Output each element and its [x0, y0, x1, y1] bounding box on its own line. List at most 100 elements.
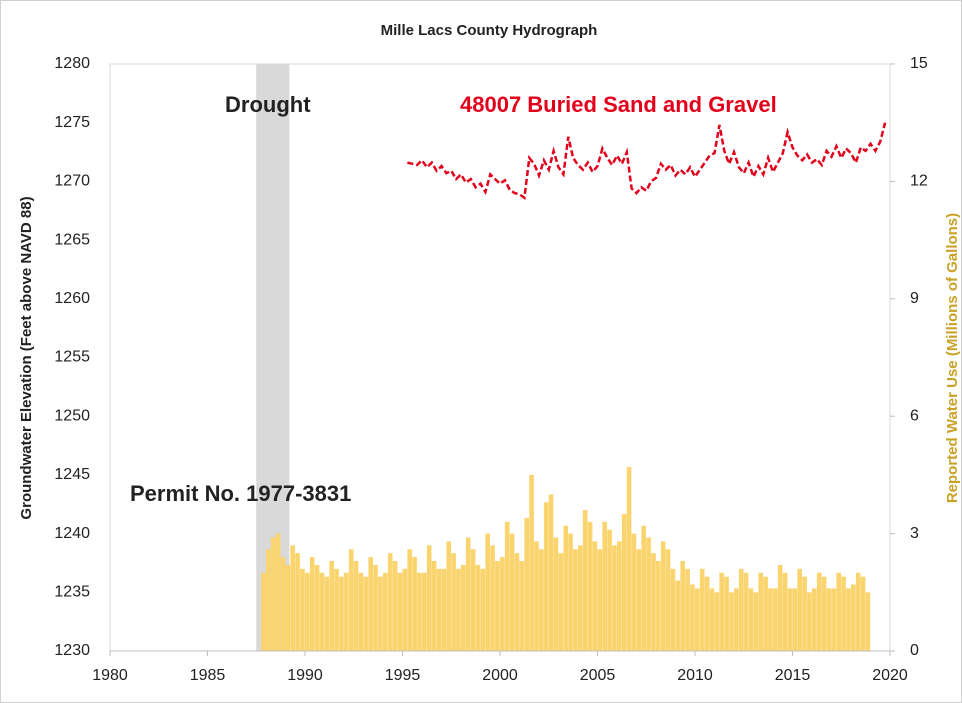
y-tick-label: 1280 [54, 55, 90, 72]
bar [470, 549, 476, 651]
bar [543, 502, 549, 651]
bar [412, 557, 417, 651]
bar [353, 560, 359, 651]
y-tick-label: 1235 [54, 584, 90, 601]
bar [753, 592, 759, 651]
bar [802, 576, 807, 651]
bar [617, 541, 622, 651]
bar [719, 572, 725, 651]
bar [860, 576, 866, 651]
bar [465, 537, 471, 651]
bar [816, 572, 822, 651]
y-tick-label: 1270 [54, 173, 90, 190]
bar [592, 541, 598, 651]
bar [509, 533, 515, 651]
bar [597, 549, 603, 651]
bar [397, 572, 403, 651]
bar [763, 576, 768, 651]
bar [456, 568, 461, 651]
bar [709, 588, 715, 651]
bar [363, 576, 369, 651]
bar [480, 568, 486, 651]
bar [280, 557, 286, 651]
bar [539, 549, 544, 651]
bar [660, 541, 666, 651]
bar [631, 533, 637, 651]
bar [738, 568, 744, 651]
x-tick-label: 2020 [872, 667, 908, 684]
bar [573, 549, 578, 651]
bar [295, 553, 300, 651]
bar [846, 588, 851, 651]
bar [529, 474, 534, 651]
bar [724, 576, 729, 651]
x-tick-label: 2010 [677, 667, 713, 684]
bar [690, 584, 695, 651]
y2-tick-label: 6 [910, 407, 919, 424]
y2-tick-label: 9 [910, 290, 919, 307]
bar [334, 568, 339, 651]
x-tick-label: 1985 [190, 667, 226, 684]
bar [524, 517, 530, 651]
bar [500, 557, 505, 651]
bar [548, 494, 554, 651]
bar [865, 592, 871, 651]
bar [855, 572, 861, 651]
x-tick-label: 1995 [385, 667, 421, 684]
bar [475, 564, 481, 651]
bar [266, 549, 271, 651]
bar [426, 545, 432, 651]
bar [368, 557, 374, 651]
bar [373, 564, 378, 651]
plot-area [109, 63, 891, 652]
bar [636, 549, 642, 651]
bar [485, 533, 491, 651]
bar [685, 568, 690, 651]
bar [314, 564, 320, 651]
y2-tick-label: 15 [910, 55, 928, 72]
bar [787, 588, 793, 651]
y-tick-label: 1250 [54, 407, 90, 424]
bar [319, 572, 325, 651]
bar [344, 572, 349, 651]
bar [553, 537, 559, 651]
bar [743, 572, 749, 651]
bar [275, 533, 281, 651]
bar [358, 572, 364, 651]
bar [407, 549, 413, 651]
y-tick-label: 1260 [54, 290, 90, 307]
bar [431, 560, 437, 651]
bar [348, 549, 354, 651]
bar [582, 510, 588, 651]
bar [626, 467, 632, 651]
bar [285, 564, 291, 651]
bar [812, 588, 817, 651]
bar [836, 572, 842, 651]
bar [607, 529, 612, 651]
bar [758, 572, 764, 651]
bar [519, 560, 525, 651]
bar [831, 588, 837, 651]
y-tick-label: 1230 [54, 642, 90, 659]
bar [300, 568, 305, 651]
x-tick-label: 2000 [482, 667, 518, 684]
bar [695, 588, 700, 651]
bar [621, 514, 627, 651]
bar [612, 545, 617, 651]
bar [792, 588, 798, 651]
bar [392, 560, 398, 651]
bar [773, 588, 778, 651]
bar [699, 568, 705, 651]
bar [446, 541, 452, 651]
bar [587, 521, 593, 651]
bar [651, 553, 656, 651]
bar [329, 560, 335, 651]
bar [714, 592, 720, 651]
bar [729, 592, 734, 651]
bar [402, 568, 408, 651]
x-tick-label: 2015 [775, 667, 811, 684]
bar [451, 553, 456, 651]
bar [305, 572, 310, 651]
